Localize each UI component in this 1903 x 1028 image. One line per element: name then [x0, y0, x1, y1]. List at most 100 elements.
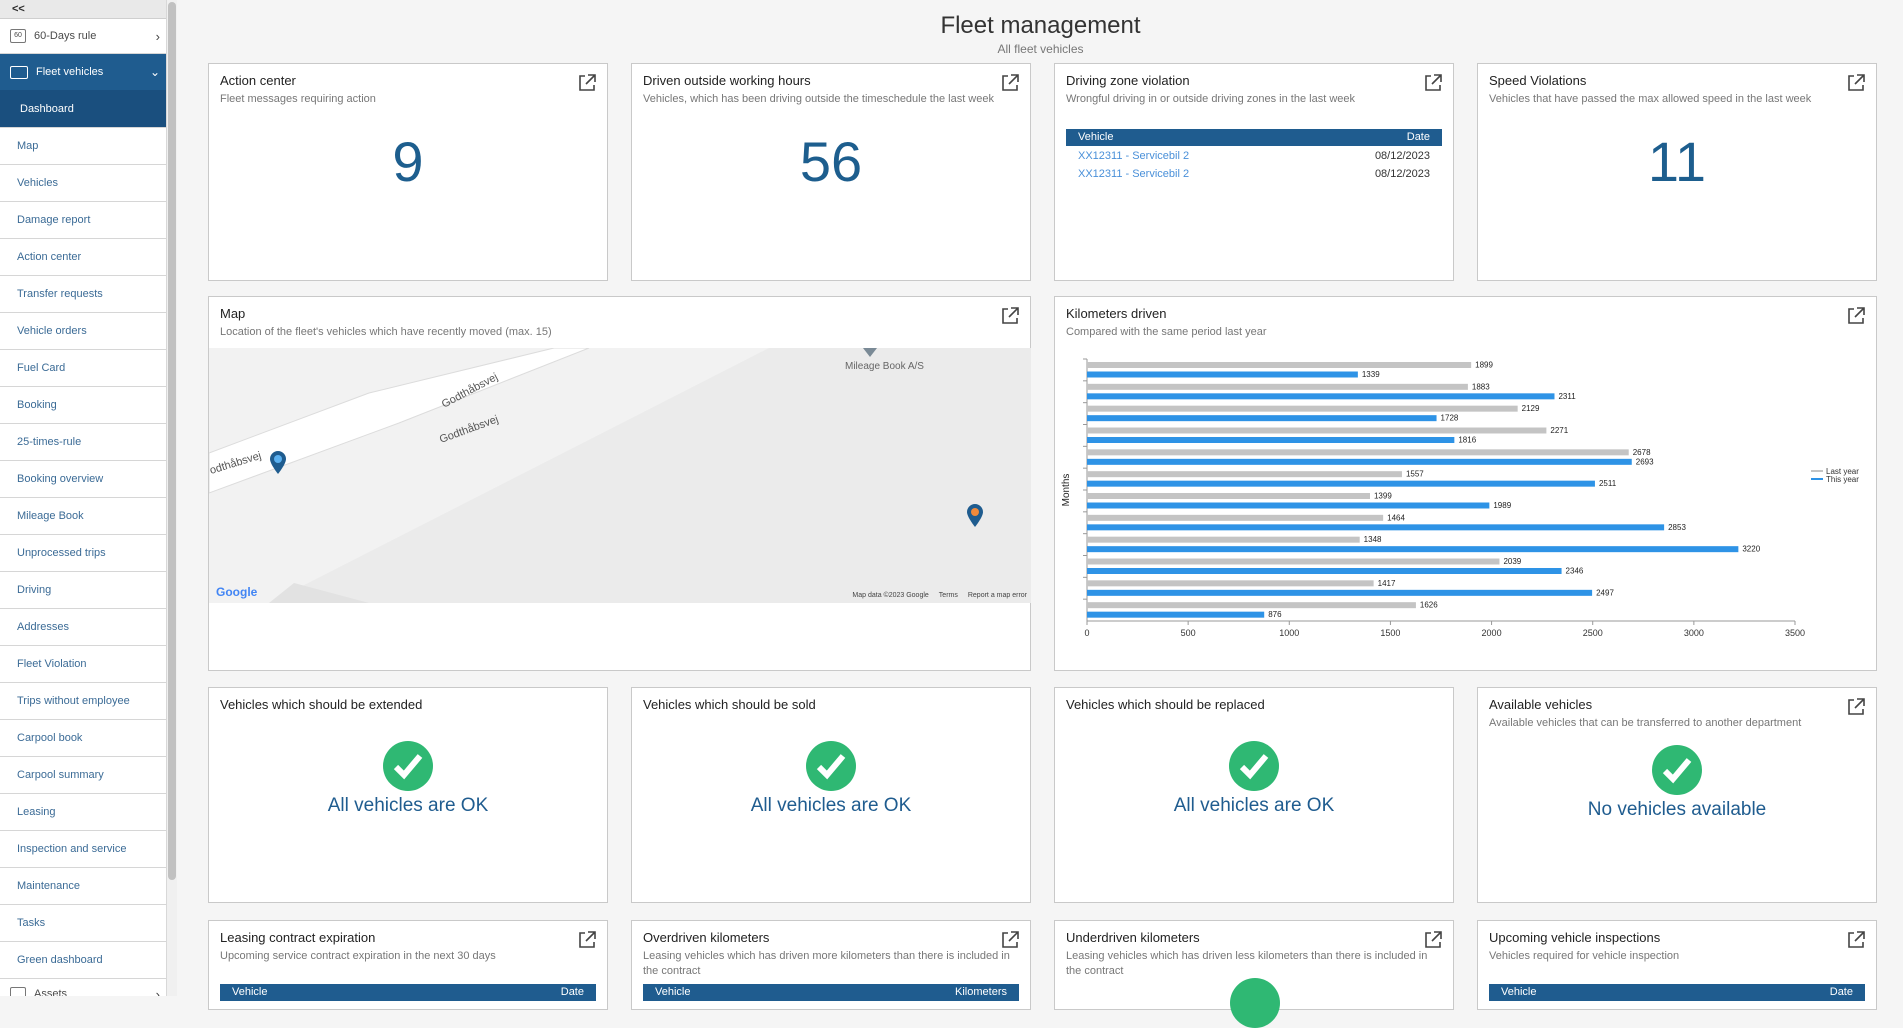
sidebar-item-dashboard[interactable]: Dashboard [0, 90, 166, 128]
outside-hours-count[interactable]: 56 [799, 130, 863, 193]
x-tick-label: 1000 [1279, 628, 1299, 638]
open-external-icon[interactable] [1423, 73, 1443, 93]
sidebar-item-addresses[interactable]: Addresses [0, 609, 166, 646]
card-upcoming-inspections: Upcoming vehicle inspections Vehicles re… [1477, 920, 1877, 1010]
sidebar-item-booking-overview[interactable]: Booking overview [0, 461, 166, 498]
card-speed-violations: Speed Violations Vehicles that have pass… [1477, 63, 1877, 281]
page-title: Fleet management [940, 12, 1141, 39]
bar [1087, 480, 1595, 487]
sidebar-item-damage-report[interactable]: Damage report [0, 202, 166, 239]
page-subtitle: All fleet vehicles [997, 42, 1084, 56]
car-icon [10, 65, 28, 79]
bar [1087, 611, 1265, 618]
place-label: Mileage Book A/S [845, 361, 924, 372]
bar-value-label: 2271 [1550, 426, 1568, 435]
card-subtitle: Compared with the same period last year [1066, 326, 1267, 338]
report-error-link[interactable]: Report a map error [967, 592, 1027, 599]
sidebar-scrollbar[interactable] [167, 0, 177, 996]
sidebar-item-vehicles[interactable]: Vehicles [0, 165, 166, 202]
sidebar-item-driving[interactable]: Driving [0, 572, 166, 609]
vehicle-link[interactable]: XX12311 - Servicebil 2 [1078, 150, 1190, 162]
sidebar-item-maintenance[interactable]: Maintenance [0, 868, 166, 905]
open-external-icon[interactable] [1846, 306, 1866, 326]
overdriven-table: Vehicle Kilometers [643, 984, 1019, 1001]
open-external-icon[interactable] [1846, 930, 1866, 950]
bar [1087, 568, 1562, 574]
sidebar-item-fleet-vehicles[interactable]: Fleet vehicles ⌄ [0, 54, 166, 90]
sidebar-item-tasks[interactable]: Tasks [0, 905, 166, 942]
open-external-icon[interactable] [1000, 306, 1020, 326]
card-underdriven-km: Underdriven kilometers Leasing vehicles … [1054, 920, 1454, 1028]
bar-value-label: 2853 [1668, 523, 1686, 532]
status-text: All vehicles are OK [1173, 795, 1335, 816]
inspections-table: Vehicle Date [1489, 984, 1865, 1001]
action-count[interactable]: 9 [392, 130, 424, 193]
x-tick-label: 1500 [1380, 628, 1400, 638]
sidebar-item-inspection-and-service[interactable]: Inspection and service [0, 831, 166, 868]
sidebar-item-action-center[interactable]: Action center [0, 239, 166, 276]
sidebar-item-unprocessed-trips[interactable]: Unprocessed trips [0, 535, 166, 572]
sidebar-item-booking[interactable]: Booking [0, 387, 166, 424]
column-vehicle: Vehicle [655, 986, 691, 998]
card-subtitle: Leasing vehicles which has driven more k… [643, 950, 1010, 977]
open-external-icon[interactable] [577, 930, 597, 950]
sidebar-item-trips-without-employee[interactable]: Trips without employee [0, 683, 166, 720]
sidebar-item-green-dashboard[interactable]: Green dashboard [0, 942, 166, 979]
bar [1087, 502, 1490, 509]
map-graphic: Godthåbsvej Godthåbsvej odthåbsvej Milea… [209, 348, 1031, 603]
sidebar-item-mileage-book[interactable]: Mileage Book [0, 498, 166, 535]
column-date: Date [1829, 986, 1853, 998]
checkmark-icon [1229, 741, 1279, 791]
ok-status: No vehicles available [1478, 745, 1876, 821]
card-title: Leasing contract expiration [220, 930, 376, 945]
terms-link[interactable]: Terms [938, 592, 958, 599]
bar-value-label: 1816 [1458, 436, 1476, 445]
vehicle-marker-icon[interactable] [269, 451, 287, 475]
leasing-table: Vehicle Date [220, 984, 596, 1001]
card-title: Speed Violations [1489, 73, 1587, 88]
sidebar-item-carpool-summary[interactable]: Carpool summary [0, 757, 166, 794]
open-external-icon[interactable] [1000, 930, 1020, 950]
column-vehicle: Vehicle [1501, 986, 1537, 998]
open-external-icon[interactable] [1846, 73, 1866, 93]
table-row: XX12311 - Servicebil 2 08/12/2023 [1066, 146, 1442, 164]
vehicle-marker-icon[interactable] [966, 504, 984, 528]
collapse-sidebar-button[interactable]: << [0, 0, 166, 19]
sidebar-item-carpool-book[interactable]: Carpool book [0, 720, 166, 757]
zone-table: Vehicle Date XX12311 - Servicebil 2 08/1… [1066, 129, 1442, 182]
vehicle-link[interactable]: XX12311 - Servicebil 2 [1078, 168, 1190, 180]
speed-count[interactable]: 11 [1647, 130, 1707, 193]
bar [1087, 558, 1500, 565]
sidebar-item-60-days-rule[interactable]: 60 60-Days rule › [0, 19, 166, 54]
card-overdriven-km: Overdriven kilometers Leasing vehicles w… [631, 920, 1031, 1010]
legend-label: Last year [1826, 467, 1859, 476]
bar [1087, 427, 1547, 434]
bar-value-label: 2346 [1566, 567, 1584, 576]
card-should-be-extended: Vehicles which should be extended All ve… [208, 687, 608, 903]
map-data-credit: Map data ©2023 Google [852, 592, 929, 599]
open-external-icon[interactable] [1000, 73, 1020, 93]
bar [1087, 536, 1360, 543]
ok-status: All vehicles are OK [1055, 741, 1453, 817]
sidebar-item-assets[interactable]: Assets › [0, 979, 166, 996]
legend-label: This year [1826, 475, 1859, 484]
status-text: All vehicles are OK [327, 795, 489, 816]
sidebar-item-transfer-requests[interactable]: Transfer requests [0, 276, 166, 313]
map-view[interactable]: Godthåbsvej Godthåbsvej odthåbsvej Milea… [209, 348, 1031, 603]
card-title: Vehicles which should be extended [220, 697, 423, 712]
bar [1087, 589, 1593, 596]
open-external-icon[interactable] [577, 73, 597, 93]
sidebar: << 60 60-Days rule › Fleet vehicles ⌄ Da… [0, 0, 167, 996]
sidebar-item-25-times-rule[interactable]: 25-times-rule [0, 424, 166, 461]
sidebar-item-fuel-card[interactable]: Fuel Card [0, 350, 166, 387]
sidebar-item-fleet-violation[interactable]: Fleet Violation [0, 646, 166, 683]
scrollbar-thumb[interactable] [168, 2, 176, 880]
open-external-icon[interactable] [1423, 930, 1443, 950]
bar-value-label: 1989 [1493, 501, 1511, 510]
status-text: No vehicles available [1587, 799, 1767, 820]
column-date: Date [1406, 131, 1430, 143]
sidebar-item-vehicle-orders[interactable]: Vehicle orders [0, 313, 166, 350]
sidebar-item-map[interactable]: Map [0, 128, 166, 165]
open-external-icon[interactable] [1846, 697, 1866, 717]
sidebar-item-leasing[interactable]: Leasing [0, 794, 166, 831]
